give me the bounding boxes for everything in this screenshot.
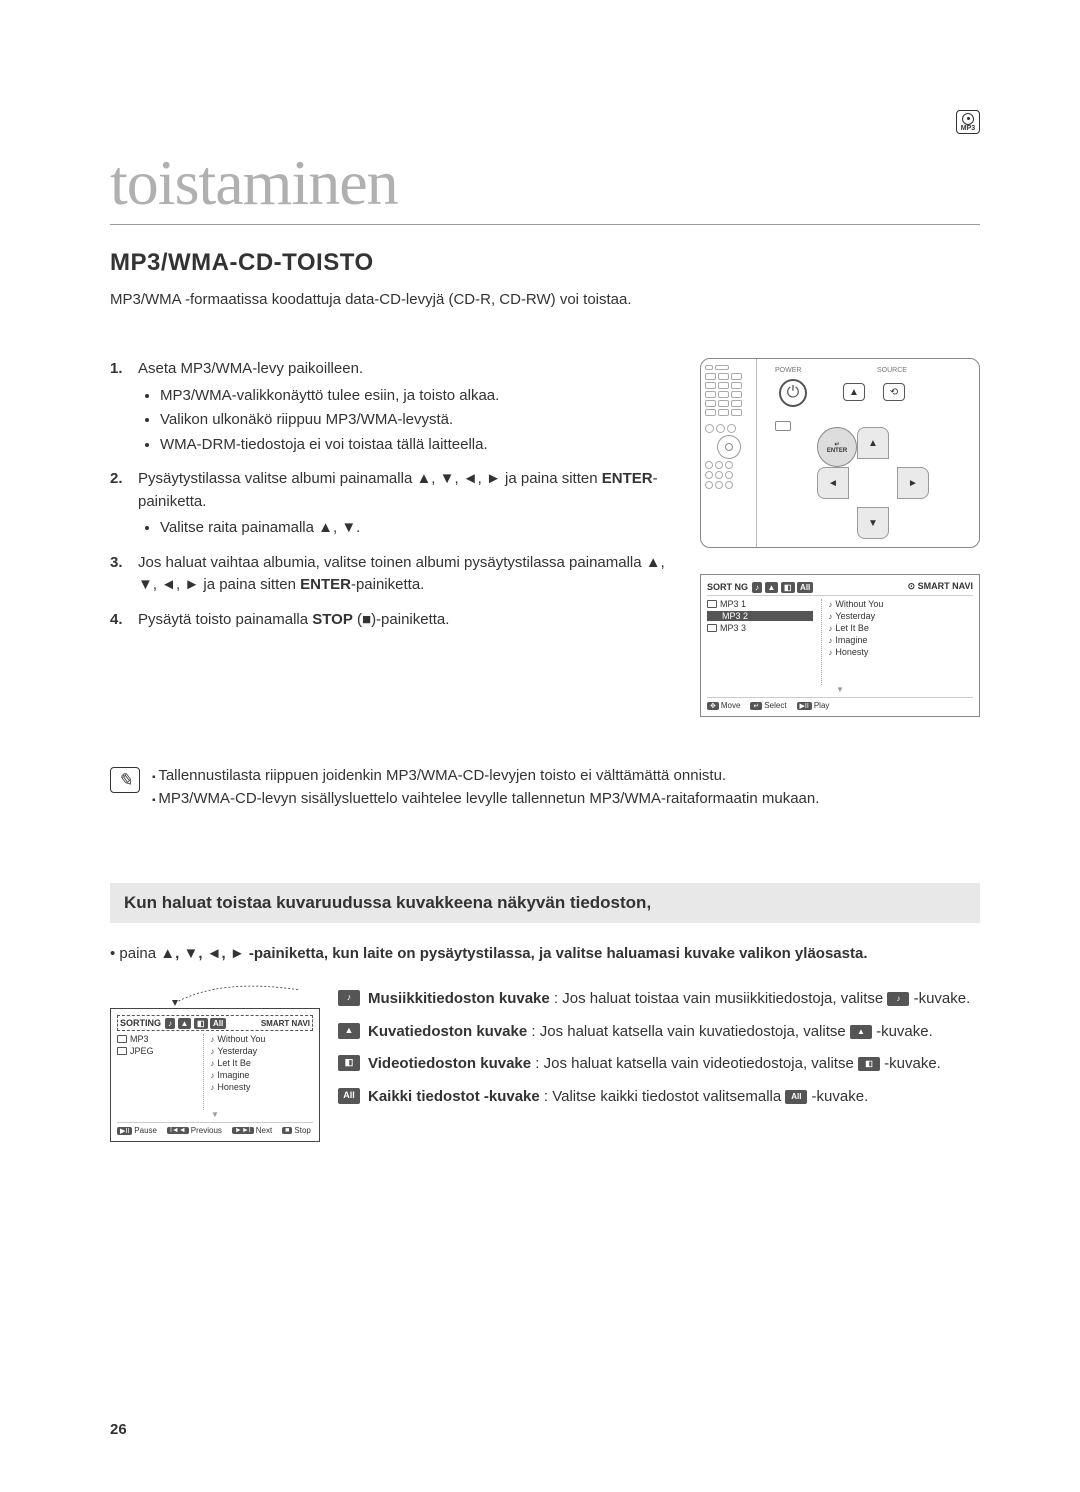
file-type-icon: ◧ [338,1055,360,1071]
intro-text: MP3/WMA -formaatissa koodattuja data-CD-… [110,291,980,308]
track-item: ♪Without You [210,1034,313,1044]
step-bullet: MP3/WMA-valikkonäyttö tulee esiin, ja to… [160,385,680,408]
track-item: ♪Without You [828,599,973,609]
footer-key: ↵Select [750,701,786,710]
step-item: 1.Aseta MP3/WMA-levy paikoilleen.MP3/WMA… [138,358,680,456]
footer-key: I◄◄Previous [167,1126,222,1135]
step-item: 3.Jos haluat vaihtaa albumia, valitse to… [138,552,680,597]
filter-chip: ▲ [178,1018,192,1029]
smart-navi-label: SMART NAVI [918,581,973,591]
note-item: Tallennustilasta riippuen joidenkin MP3/… [152,767,819,784]
source-label: SOURCE [877,367,907,374]
filter-chip: All [797,582,813,593]
file-type-icon: ♪ [338,990,360,1006]
track-item: ♪Honesty [828,647,973,657]
sort-label: SORT NG [707,582,748,592]
inline-file-icon: All [785,1090,807,1104]
icon-desc-row: ◧Videotiedoston kuvake : Jos haluat kats… [338,1053,980,1076]
sort-label-2: SORTING [120,1018,161,1028]
track-item: ♪Imagine [210,1070,313,1080]
pointer-arrow-icon [170,978,310,1008]
folder-item: MP3 1 [707,599,813,609]
section-heading: MP3/WMA-CD-TOISTO [110,249,980,277]
filter-chip: ♪ [165,1018,175,1029]
eject-button-icon: ▲ [843,383,865,401]
icon-desc-row: AllKaikki tiedostot -kuvake : Valitse ka… [338,1086,980,1109]
inline-file-icon: ▲ [850,1025,872,1039]
disc-type-label: MP3 [961,125,975,132]
page-number: 26 [110,1421,127,1438]
filter-chip: ▲ [765,582,779,593]
power-label: POWER [775,367,801,374]
sub-section-heading: Kun haluat toistaa kuvaruudussa kuvakkee… [110,883,980,923]
footer-key: ✥Move [707,701,740,710]
track-item: ♪Honesty [210,1082,313,1092]
smart-navi-label-2: SMART NAVI [261,1019,310,1028]
note-item: MP3/WMA-CD-levyn sisällysluettelo vaihte… [152,790,819,807]
nav-screen-2: SORTING ♪ ▲ ◧ All SMART NAVI MP3 JPEG ♪Wi… [110,1008,320,1142]
filter-chip: All [210,1018,226,1029]
note-icon: ✎ [110,767,140,793]
track-item: ♪Imagine [828,635,973,645]
footer-key: ►►INext [232,1126,272,1135]
steps-list: 1.Aseta MP3/WMA-levy paikoilleen.MP3/WMA… [110,358,680,717]
inline-file-icon: ◧ [858,1057,880,1071]
notes-block: ✎ Tallennustilasta riippuen joidenkin MP… [110,767,980,813]
track-item: ♪Let It Be [828,623,973,633]
sub-instruction: • paina ▲, ▼, ◄, ► -painiketta, kun lait… [110,945,980,962]
footer-key: ▶IIPlay [797,701,830,710]
track-item: ♪Let It Be [210,1058,313,1068]
folder-item: JPEG [117,1046,195,1056]
file-type-icon: All [338,1088,360,1104]
step-item: 2.Pysäytystilassa valitse albumi painama… [138,468,680,540]
nav-screen-1: SORT NG ♪ ▲ ◧ All ⊙ SMART NAVI MP3 1MP3 … [700,574,980,717]
filter-chip: ♪ [752,582,762,593]
source-button-icon: ⟲ [883,383,905,401]
folder-item: MP3 [117,1034,195,1044]
dpad-icon: ▲ ▼ ◄ ► ↵ENTER [817,427,929,539]
folder-item: MP3 3 [707,623,813,633]
track-item: ♪Yesterday [828,611,973,621]
inline-file-icon: ♪ [887,992,909,1006]
page-title: toistaminen [110,146,980,225]
icon-desc-row: ♪Musiikkitiedoston kuvake : Jos haluat t… [338,988,980,1011]
file-type-icon: ▲ [338,1023,360,1039]
disc-type-badge: MP3 [956,110,980,134]
filter-chip: ◧ [781,582,795,593]
power-button-icon: ⏻ [779,379,807,407]
step-bullet: Valikon ulkonäkö riippuu MP3/WMA-levystä… [160,409,680,432]
track-item: ♪Yesterday [210,1046,313,1056]
step-bullet: WMA-DRM-tiedostoja ei voi toistaa tällä … [160,434,680,457]
icon-descriptions: ♪Musiikkitiedoston kuvake : Jos haluat t… [338,988,980,1142]
remote-illustration: POWER SOURCE ⏻ ▲ ⟲ ▲ ▼ ◄ ► ↵ENTER [700,358,980,548]
step-item: 4.Pysäytä toisto painamalla STOP (■)-pai… [138,609,680,632]
footer-key: ■Stop [282,1126,311,1135]
folder-item: MP3 2 [707,611,813,621]
icon-desc-row: ▲Kuvatiedoston kuvake : Jos haluat katse… [338,1021,980,1044]
filter-chip: ◧ [194,1018,208,1029]
footer-key: ▶IIPause [117,1126,157,1135]
step-bullet: Valitse raita painamalla ▲, ▼. [160,517,680,540]
